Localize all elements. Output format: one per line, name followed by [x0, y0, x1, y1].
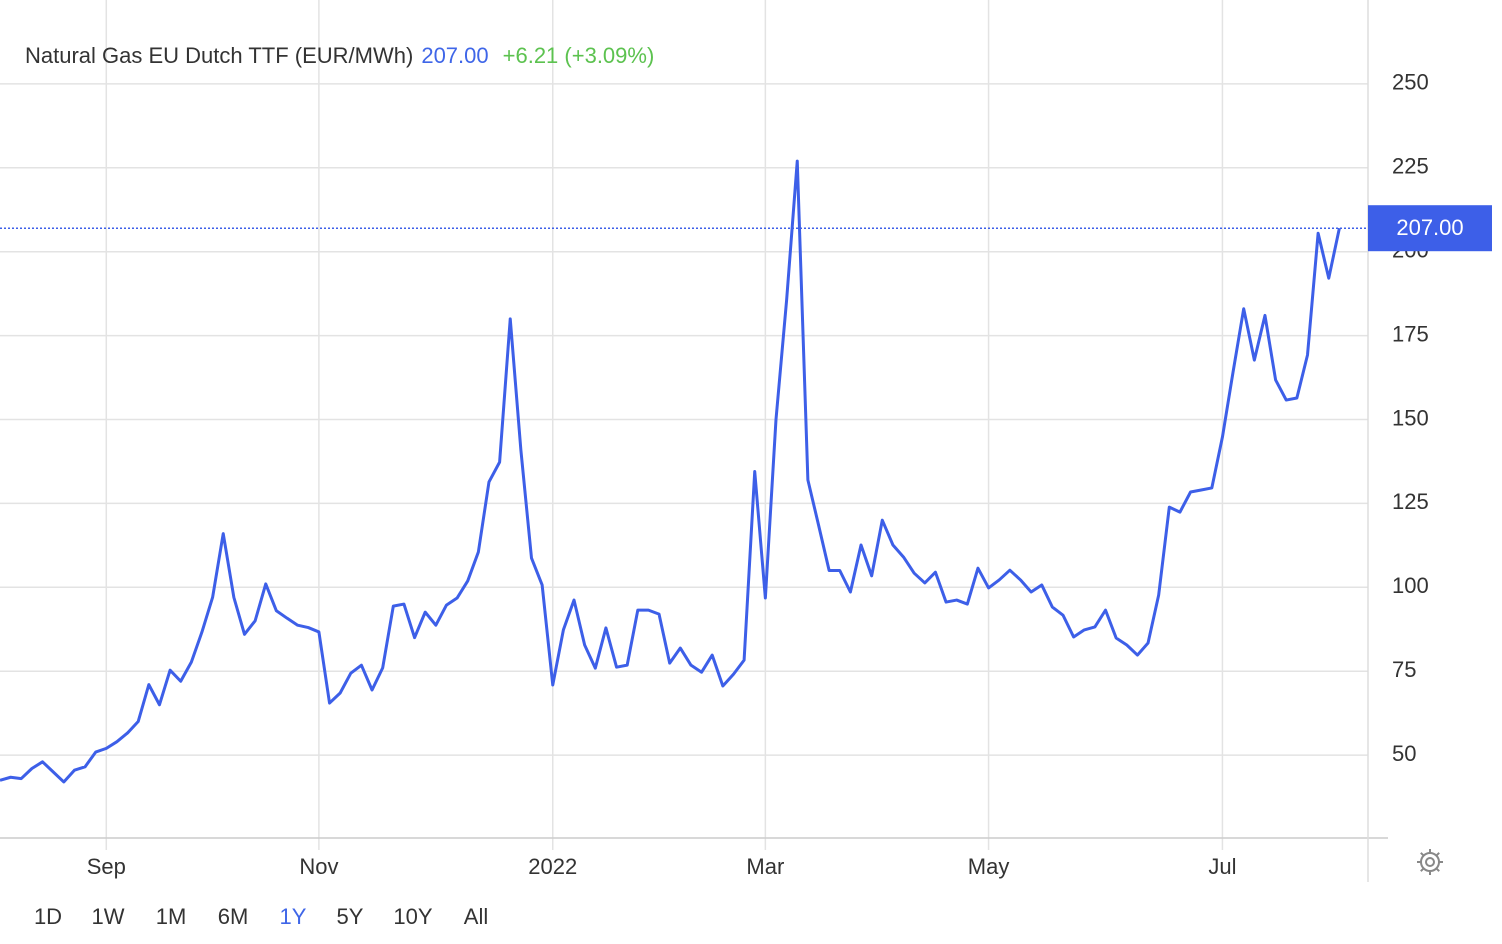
- y-tick-label: 175: [1392, 321, 1429, 346]
- range-button[interactable]: 1D: [34, 904, 62, 929]
- x-tick-label: Sep: [87, 854, 126, 879]
- last-value-box: [1368, 205, 1492, 252]
- y-tick-label: 125: [1392, 489, 1429, 514]
- chart-title: Natural Gas EU Dutch TTF (EUR/MWh): [25, 43, 413, 68]
- range-button[interactable]: 5Y: [337, 904, 364, 929]
- x-tick-label: Mar: [746, 854, 784, 879]
- y-tick-label: 50: [1392, 741, 1416, 766]
- x-tick-label: 2022: [528, 854, 577, 879]
- range-button[interactable]: All: [464, 904, 488, 929]
- x-tick-label: May: [968, 854, 1010, 879]
- range-button[interactable]: 10Y: [393, 904, 432, 929]
- header-change: +6.21 (+3.09%): [503, 43, 655, 68]
- x-tick-label: Jul: [1208, 854, 1236, 879]
- range-button[interactable]: 1Y: [280, 904, 307, 929]
- range-button[interactable]: 6M: [218, 904, 249, 929]
- x-tick-label: Nov: [299, 854, 338, 879]
- range-button[interactable]: 1W: [92, 904, 125, 929]
- grid: [0, 0, 1368, 850]
- y-tick-label: 225: [1392, 154, 1429, 179]
- last-value-label: 207.00: [1396, 215, 1463, 240]
- header-last-value: 207.00: [421, 43, 488, 68]
- range-button[interactable]: 1M: [156, 904, 187, 929]
- price-line: [0, 159, 1341, 784]
- y-tick-label: 100: [1392, 573, 1429, 598]
- y-tick-label: 250: [1392, 70, 1429, 95]
- y-tick-label: 150: [1392, 405, 1429, 430]
- settings-icon[interactable]: [1417, 849, 1443, 875]
- y-tick-label: 75: [1392, 657, 1416, 682]
